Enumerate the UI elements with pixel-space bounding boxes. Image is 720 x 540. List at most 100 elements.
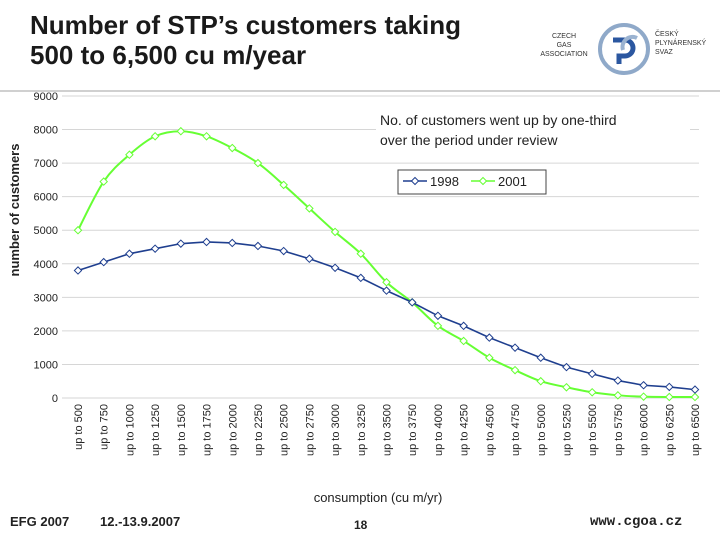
point-2001-20 — [587, 387, 597, 397]
point-2001-21 — [613, 391, 623, 400]
x-tick-label-17: up to 4750 — [510, 404, 522, 456]
point-1998-20 — [587, 369, 597, 379]
point-1998-6 — [227, 238, 237, 248]
point-2001-15 — [459, 336, 468, 346]
point-1998-19 — [562, 362, 571, 372]
logo-left-line3: ASSOCIATION — [540, 51, 588, 58]
point-1998-12 — [382, 286, 391, 295]
x-tick-label-0: up to 500 — [73, 404, 85, 450]
y-axis-label: number of customers — [7, 144, 22, 277]
y-tick-label-4000: 4000 — [34, 259, 58, 271]
footer-page-number: 18 — [354, 518, 368, 532]
y-tick-labels: 0 1000 2000 3000 4000 5000 6000 7000 8000 9000 — [34, 91, 58, 405]
x-axis-label: consumption (cu m/yr) — [314, 490, 443, 505]
legend-2001-marker — [478, 176, 488, 186]
logo-right-line1: ČESKÝ — [655, 31, 679, 38]
association-logo: CZECH GAS ASSOCIATION ČESKÝ PLYNÁRENSKÝ … — [535, 18, 715, 78]
point-1998-9 — [305, 254, 314, 264]
y-tick-label-0: 0 — [52, 393, 58, 405]
point-2001-8 — [279, 180, 288, 190]
point-1998-24 — [690, 385, 700, 394]
x-tick-label-19: up to 5250 — [561, 404, 573, 456]
point-1998-22 — [639, 380, 648, 390]
y-tick-label-8000: 8000 — [34, 125, 58, 137]
y-tick-label-3000: 3000 — [34, 292, 58, 304]
point-1998-8 — [279, 246, 288, 256]
x-tick-label-8: up to 2500 — [279, 404, 291, 456]
point-1998-2 — [125, 249, 134, 259]
slide-footer — [0, 508, 720, 540]
logo-left-line2: GAS — [556, 42, 572, 49]
slide-title-line2: 500 to 6,500 cu m/year — [30, 40, 307, 70]
point-1998-5 — [202, 237, 211, 247]
x-tick-label-23: up to 6250 — [664, 404, 676, 456]
point-2001-3 — [150, 131, 160, 141]
point-1998-14 — [433, 311, 443, 321]
point-2001-19 — [562, 382, 571, 392]
footer-url: www.cgoa.cz — [590, 514, 683, 530]
x-tick-label-11: up to 3250 — [356, 404, 368, 456]
x-tick-label-5: up to 1750 — [202, 404, 214, 456]
point-1998-16 — [485, 333, 494, 342]
y-tick-label-5000: 5000 — [34, 225, 58, 237]
legend-2001-label: 2001 — [498, 174, 527, 189]
point-2001-14 — [433, 321, 443, 331]
y-tick-label-6000: 6000 — [34, 192, 58, 204]
point-2001-6 — [227, 143, 237, 153]
x-tick-label-14: up to 4000 — [433, 404, 445, 456]
x-tick-label-24: up to 6500 — [690, 404, 702, 456]
point-2001-1 — [99, 177, 109, 186]
point-2001-11 — [356, 249, 366, 259]
point-2001-24 — [690, 392, 700, 402]
point-1998-13 — [407, 298, 417, 307]
x-tick-label-13: up to 3750 — [407, 404, 419, 456]
legend-1998-marker — [410, 176, 420, 186]
logo-left-line1: CZECH — [551, 33, 577, 40]
point-2001-2 — [125, 150, 134, 160]
x-tick-label-12: up to 3500 — [382, 404, 394, 456]
annotation-box: No. of customers went up by one-third ov… — [376, 109, 690, 152]
annotation-line1: No. of customers went up by one-third — [380, 112, 617, 128]
title-divider — [0, 90, 720, 92]
point-1998-10 — [330, 263, 340, 273]
point-2001-22 — [639, 392, 648, 401]
y-tick-label-9000: 9000 — [34, 91, 58, 103]
point-2001-18 — [536, 376, 546, 386]
logo-right-line2: PLYNÁRENSKÝ — [655, 40, 707, 47]
x-tick-label-3: up to 1250 — [150, 404, 162, 456]
point-1998-15 — [459, 321, 468, 331]
cgoa-emblem-icon — [598, 23, 650, 75]
footer-date: 12.-13.9.2007 — [100, 514, 181, 529]
x-tick-label-20: up to 5500 — [587, 404, 599, 456]
series-markers — [73, 126, 700, 402]
x-tick-label-4: up to 1500 — [176, 404, 188, 456]
x-tick-label-7: up to 2250 — [253, 404, 265, 456]
legend-1998-label: 1998 — [430, 174, 459, 189]
point-2001-23 — [664, 392, 674, 402]
x-tick-labels: up to 500 up to 750 up to 1000 up to 1250 up… — [73, 404, 702, 456]
logo-text-left: CZECH GAS ASSOCIATION — [535, 32, 593, 59]
y-tick-label-1000: 1000 — [34, 359, 58, 371]
point-1998-21 — [613, 376, 623, 385]
point-1998-18 — [536, 353, 546, 363]
x-tick-label-6: up to 2000 — [227, 404, 239, 456]
x-tick-label-22: up to 6000 — [639, 404, 651, 456]
annotation-line2: over the period under review — [380, 132, 558, 148]
point-2001-5 — [202, 131, 211, 141]
x-tick-label-1: up to 750 — [99, 404, 111, 450]
y-tick-label-7000: 7000 — [34, 158, 58, 170]
point-2001-16 — [485, 353, 494, 363]
point-2001-4 — [176, 126, 186, 136]
point-2001-17 — [510, 365, 520, 375]
point-1998-4 — [176, 239, 186, 248]
point-1998-3 — [150, 244, 160, 253]
x-tick-label-15: up to 4250 — [459, 404, 471, 456]
x-tick-label-16: up to 4500 — [484, 404, 496, 456]
x-tick-label-9: up to 2750 — [304, 404, 316, 456]
logo-right-line3: SVAZ — [655, 49, 673, 56]
x-tick-label-18: up to 5000 — [536, 404, 548, 456]
x-tick-label-21: up to 5750 — [613, 404, 625, 456]
point-1998-7 — [253, 241, 263, 251]
point-2001-10 — [330, 227, 340, 237]
slide-title-line1: Number of STP’s customers taking — [30, 10, 462, 40]
